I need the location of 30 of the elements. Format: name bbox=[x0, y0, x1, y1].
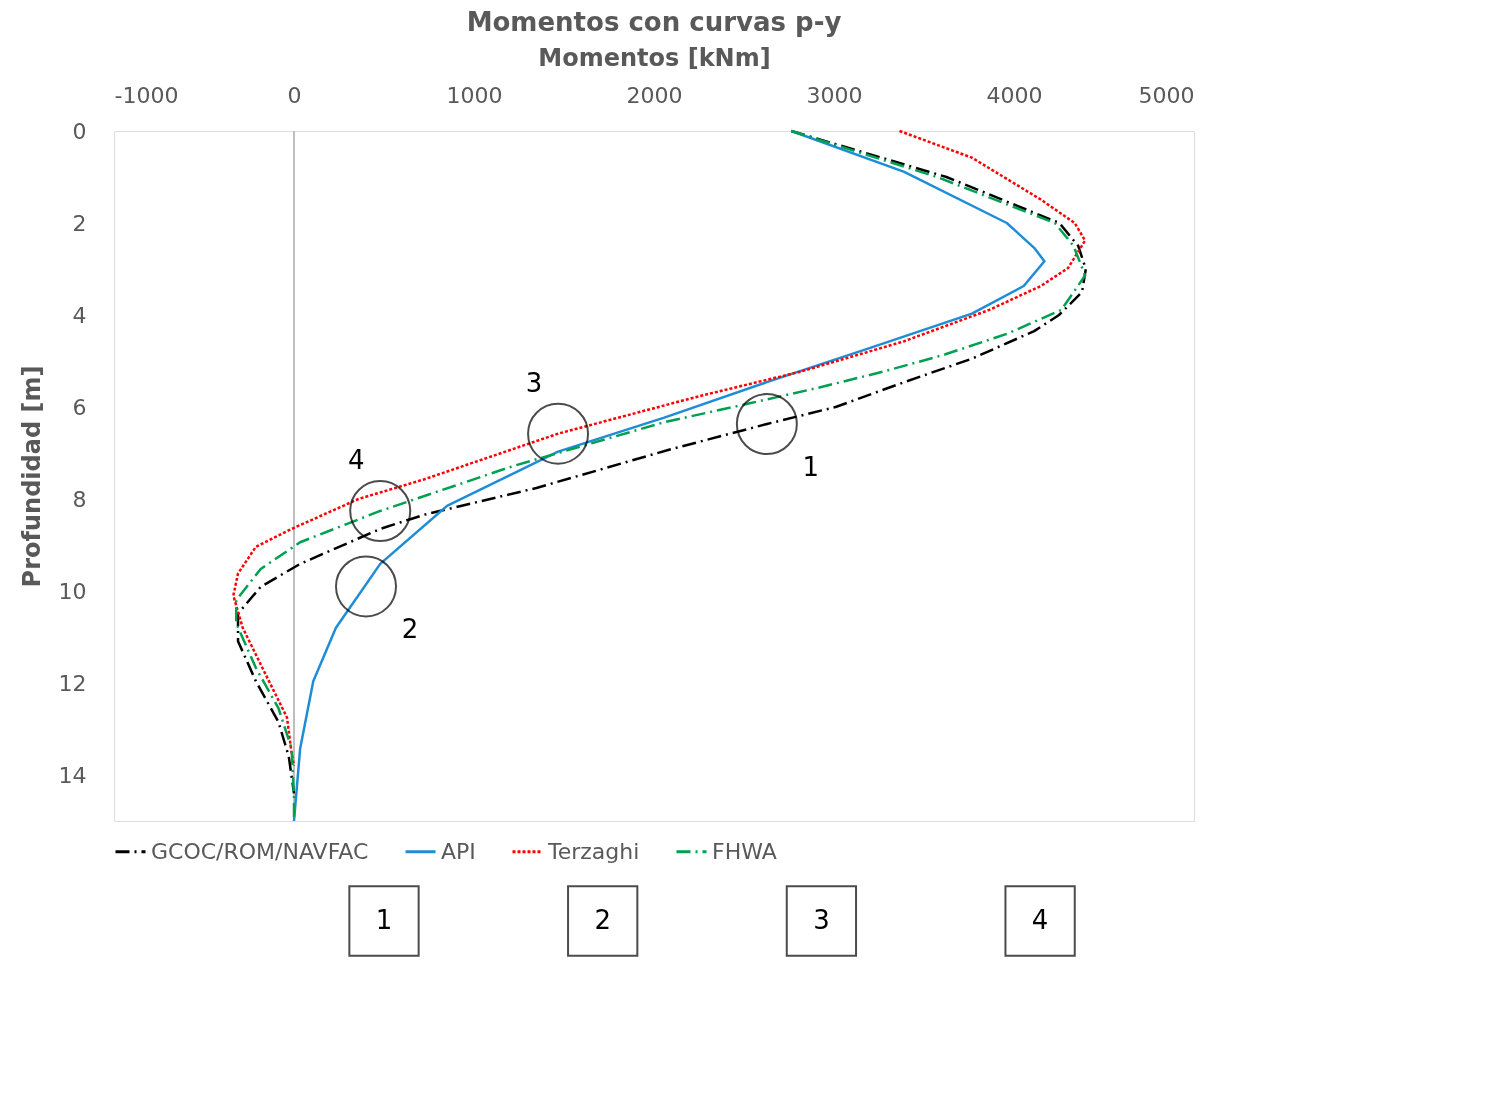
annotation: 2 bbox=[401, 614, 419, 645]
y-tick-label: 14 bbox=[58, 762, 87, 788]
y-tick-label: 6 bbox=[72, 394, 87, 420]
y-tick-label: 10 bbox=[58, 578, 87, 604]
text: 2 bbox=[594, 905, 611, 935]
x-tick-label: 2000 bbox=[626, 82, 683, 108]
annotation: 4 bbox=[347, 444, 365, 475]
text: 4 bbox=[1031, 905, 1049, 935]
y-tick-label: 8 bbox=[72, 486, 87, 512]
y-tick-label: 2 bbox=[72, 210, 87, 236]
annotation: 1 bbox=[802, 452, 820, 483]
y-axis-title: Profundidad [m] bbox=[17, 365, 46, 588]
legend-label: Terzaghi bbox=[547, 838, 640, 864]
x-tick-label: -1000 bbox=[114, 82, 179, 108]
y-tick-label: 4 bbox=[72, 302, 87, 328]
x-axis-title: Momentos [kNm] bbox=[538, 43, 771, 72]
annotation: 3 bbox=[525, 367, 543, 398]
text: 1 bbox=[375, 905, 393, 935]
legend-label: FHWA bbox=[712, 838, 777, 864]
legend-label: GCOC/ROM/NAVFAC bbox=[151, 838, 369, 864]
chart-title: Momentos con curvas p-y bbox=[466, 7, 842, 37]
x-tick-label: 3000 bbox=[806, 82, 863, 108]
x-tick-label: 0 bbox=[287, 82, 302, 108]
y-tick-label: 12 bbox=[58, 670, 87, 696]
x-tick-label: 5000 bbox=[1138, 82, 1195, 108]
text: 3 bbox=[813, 905, 830, 935]
y-tick-label: 0 bbox=[72, 118, 87, 144]
x-tick-label: 4000 bbox=[986, 82, 1043, 108]
x-tick-label: 1000 bbox=[446, 82, 503, 108]
legend-label: API bbox=[441, 838, 476, 864]
